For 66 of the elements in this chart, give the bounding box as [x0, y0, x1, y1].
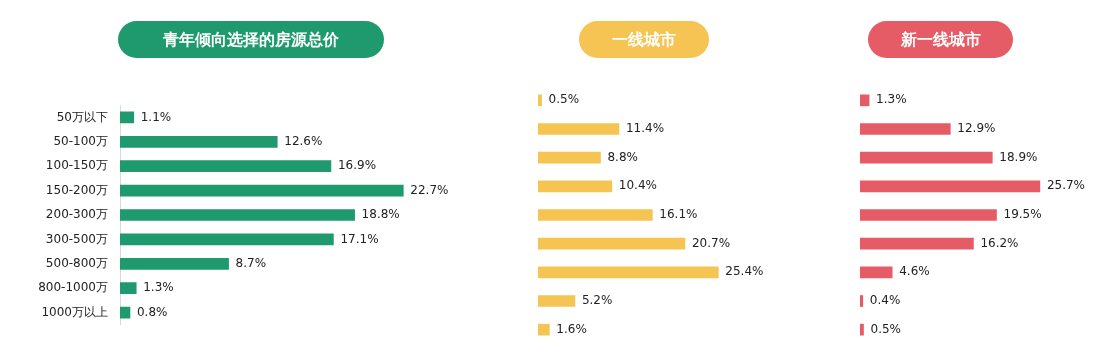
- y-tick-label: 500-800万: [45, 255, 108, 270]
- bar: [538, 209, 653, 221]
- chart-title: 青年倾向选择的房源总价: [118, 21, 384, 58]
- y-tick-label: 300-500万: [45, 231, 108, 246]
- data-label: 25.4%: [725, 264, 764, 279]
- data-label: 16.9%: [337, 158, 377, 173]
- data-label: 18.9%: [999, 149, 1038, 164]
- bar: [120, 306, 131, 319]
- bar: [860, 295, 864, 307]
- bar: [120, 160, 332, 173]
- chart-title: 新一线城市: [868, 21, 1013, 58]
- data-label: 20.7%: [691, 235, 731, 250]
- data-label: 19.5%: [1003, 207, 1042, 222]
- y-tick-label: 50-100万: [53, 133, 108, 148]
- data-label: 18.8%: [361, 207, 400, 222]
- bar: [120, 111, 135, 124]
- bar: [538, 123, 620, 135]
- y-tick-label: 200-300万: [45, 207, 108, 222]
- bar: [538, 323, 550, 336]
- bar: [860, 323, 864, 336]
- bar: [120, 233, 334, 246]
- y-tick-label: 800-1000万: [38, 280, 108, 295]
- data-label: 1.1%: [140, 109, 172, 124]
- bar: [538, 237, 686, 250]
- y-tick-label: 100-150万: [45, 158, 108, 173]
- data-label: 12.9%: [957, 121, 996, 136]
- bar: [120, 209, 355, 221]
- data-label: 1.3%: [876, 92, 907, 107]
- data-label: 8.8%: [607, 149, 638, 164]
- data-label: 22.7%: [410, 182, 449, 197]
- bar: [538, 295, 576, 307]
- data-label: 25.7%: [1046, 178, 1086, 193]
- bar: [860, 209, 997, 221]
- bar: [538, 180, 613, 193]
- data-label: 1.3%: [143, 280, 174, 295]
- y-tick-label: 150-200万: [45, 182, 108, 197]
- bar: [538, 266, 719, 279]
- bar: [120, 257, 229, 270]
- data-label: 4.6%: [899, 264, 930, 279]
- data-label: 12.6%: [284, 133, 323, 148]
- bar: [120, 184, 404, 197]
- data-label: 10.4%: [618, 178, 657, 193]
- data-label: 5.2%: [581, 293, 613, 308]
- data-label: 8.7%: [235, 255, 267, 270]
- data-label: 16.1%: [659, 207, 698, 222]
- data-label: 16.2%: [980, 235, 1019, 250]
- bar: [860, 266, 893, 279]
- data-label: 0.8%: [136, 304, 168, 319]
- data-label: 11.4%: [625, 121, 665, 136]
- y-tick-label: 1000万以上: [41, 304, 108, 319]
- bar: [860, 180, 1041, 193]
- data-label: 0.4%: [869, 293, 901, 308]
- bar: [860, 237, 974, 250]
- bar: [120, 135, 278, 148]
- bar: [860, 94, 870, 107]
- bar: [860, 151, 993, 164]
- chart-title: 一线城市: [579, 21, 709, 58]
- bar: [120, 282, 137, 295]
- data-label: 0.5%: [548, 92, 580, 107]
- data-label: 0.5%: [870, 321, 901, 336]
- data-label: 17.1%: [340, 231, 379, 246]
- bar: [538, 94, 542, 107]
- bar: [860, 123, 951, 135]
- bar: [538, 151, 601, 164]
- data-label: 1.6%: [556, 321, 587, 336]
- y-tick-label: 50万以下: [56, 109, 108, 124]
